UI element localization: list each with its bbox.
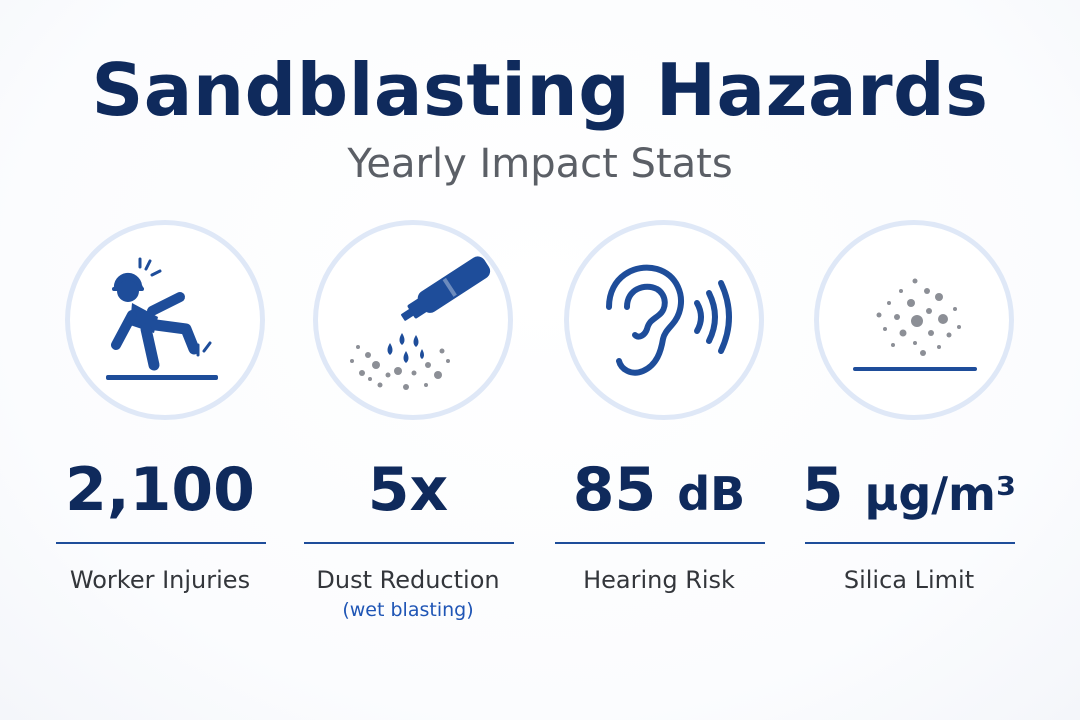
spray-nozzle-icon xyxy=(350,256,491,390)
stat-card-hearing-risk: 85 dB Hearing Risk xyxy=(543,220,783,640)
falling-worker-icon xyxy=(106,257,218,380)
stat-card-dust-reduction: 5x Dust Reduction (wet blasting) xyxy=(292,220,532,640)
divider xyxy=(56,542,266,544)
stat-number: 5x xyxy=(367,455,449,525)
stat-card-worker-injuries: 2,100 Worker Injuries xyxy=(44,220,284,640)
divider xyxy=(555,542,765,544)
divider xyxy=(805,542,1015,544)
icon-circle xyxy=(65,220,265,420)
stat-label: Silica Limit xyxy=(843,566,975,594)
stat-value: 5 µg/m³ xyxy=(793,455,1025,529)
stat-label: Worker Injuries xyxy=(69,566,251,594)
stat-label: Dust Reduction xyxy=(316,566,500,594)
page-subtitle: Yearly Impact Stats xyxy=(347,141,733,187)
dust-particles-icon xyxy=(853,278,977,371)
stat-value: 85 dB xyxy=(543,455,775,529)
divider xyxy=(304,542,514,544)
ear-sound-icon xyxy=(606,264,732,376)
stat-label: Hearing Risk xyxy=(583,566,735,594)
stat-card-silica-limit: 5 µg/m³ Silica Limit xyxy=(793,220,1033,640)
icon-circle xyxy=(564,220,764,420)
stat-value: 2,100 xyxy=(44,455,276,525)
stat-number: 2,100 xyxy=(65,455,255,525)
stat-number: 85 xyxy=(572,455,657,525)
stat-value: 5x xyxy=(292,455,524,525)
stat-unit: µg/m³ xyxy=(864,467,1017,521)
page-title: Sandblasting Hazards xyxy=(91,48,989,132)
stat-number: 5 xyxy=(801,455,844,525)
stat-note: (wet blasting) xyxy=(342,599,474,621)
icon-circle xyxy=(313,220,513,420)
stat-unit: dB xyxy=(677,467,746,521)
icon-circle xyxy=(814,220,1014,420)
